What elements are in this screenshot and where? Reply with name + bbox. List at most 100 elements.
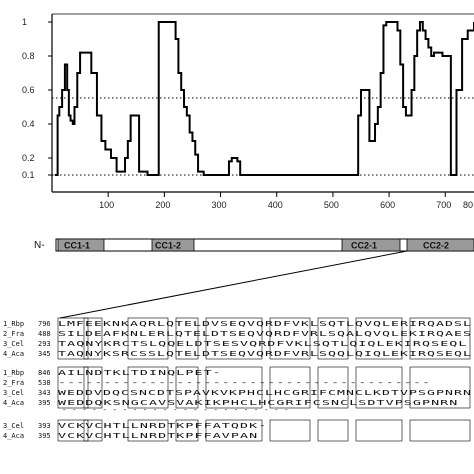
sequence-residues: VCKVCHTLLNRDTKPFFATQDK- [58, 421, 267, 430]
alignment-row: 4_Aca 395 WEDDQKSNGCAVSVAKIKPHCLHCGRIFCSNC… [3, 398, 458, 407]
conserved-residue-box [317, 366, 349, 409]
y-axis-ticks: 1 0.8 0.6 0.4 0.2 0.1 [22, 17, 52, 180]
conserved-residue-box [205, 317, 263, 360]
sequence-start: 846 [38, 369, 51, 377]
domain-box [151, 238, 195, 252]
zoom-connector-line [59, 250, 408, 319]
domain-box [341, 238, 401, 252]
conserved-residue-box [205, 366, 263, 409]
conserved-residue-box [175, 366, 199, 409]
sequence-name: 4_Aca [3, 399, 24, 407]
conserved-residue-box [317, 317, 349, 360]
n-terminus-label: N- [34, 240, 45, 251]
sequence-residues: AILNDTKLTDINQLPET- [58, 368, 222, 377]
conserved-residue-box [317, 419, 349, 442]
conserved-residue-box [57, 317, 89, 360]
alignment-row: 1_Rbp 796 LMFEEKNKAQRLQTELDVSEQVQRDFVKLSQT… [3, 319, 472, 328]
conserved-residue-box [57, 366, 89, 409]
domain-label: CC1-1 [64, 241, 90, 251]
conserved-residue-box [355, 366, 403, 409]
sequence-residues: VCKVCHTLLNRDTKPFFAVPAN [58, 431, 258, 440]
sequence-name: 4_Aca [3, 350, 24, 358]
sequence-start: 395 [38, 432, 51, 440]
conserved-residue-box [355, 317, 403, 360]
conserved-residue-box [269, 317, 311, 360]
x-tick-label: 100 [99, 200, 114, 210]
sequence-name: 2_Fra [3, 330, 24, 338]
coiled-coil-probability-chart: 1 0.8 0.6 0.4 0.2 0.1 100 200 300 400 500 600 700 80 [22, 13, 474, 210]
conserved-residue-box [127, 317, 169, 360]
sequence-name: 4_Aca [3, 432, 24, 440]
sequence-residues: WEDDVDQCSNCDTSPAVKVKPHCLHCGRIFCMNCLKDTVP… [58, 388, 472, 397]
sequence-residues: TAQNYKRCTSLQQELDTSESVQRDFVKLSQTLQIQLEKIR… [58, 339, 468, 348]
conserved-residue-box [57, 419, 89, 442]
sequence-residues: ----------------------------------------… [58, 378, 431, 387]
alignment-block-2: 1_Rbp 846 AILNDTKLTDINQLPET- 2_Fra 538 ------… [3, 366, 472, 409]
domain-box [406, 238, 474, 252]
conserved-residue-box [83, 419, 103, 442]
x-tick-label: 80 [463, 200, 473, 210]
sequence-residues: WEDDQKSNGCAVSVAKIKPHCLHCGRIFCSNCLSDTVPSG… [58, 398, 458, 407]
y-tick-label: 0.4 [22, 119, 35, 129]
conserved-residue-box [205, 419, 263, 442]
y-tick-label: 0.8 [22, 51, 35, 61]
conserved-residue-box [175, 317, 199, 360]
sequence-start: 293 [38, 340, 51, 348]
sequence-start: 345 [38, 350, 51, 358]
conserved-residue-box [127, 366, 169, 409]
sequence-start: 393 [38, 422, 51, 430]
alignment-row: 4_Aca 345 TAQNYKSRCSSLQTELDTSEQVQRDFVRLSQQ… [3, 349, 472, 358]
conserved-residue-box [83, 317, 103, 360]
alignment-row: 3_Cel 343 WEDDVDQCSNCDTSPAVKVKPHCLHCGRIFCM… [3, 388, 472, 397]
domain-cc1-2: CC1-2 [151, 238, 195, 252]
sequence-name: 1_Rbp [3, 369, 24, 377]
sequence-name: 3_Cel [3, 340, 24, 348]
x-tick-label: 400 [268, 200, 283, 210]
alignment-row: 2_Fra 538 --------------------------------… [3, 378, 431, 387]
alignment-row: 3_Cel 393 VCKVCHTLLNRDTKPFFATQDK- [3, 421, 267, 430]
sequence-name: 3_Cel [3, 389, 24, 397]
sequence-start: 538 [38, 379, 51, 387]
sequence-start: 488 [38, 330, 51, 338]
conserved-residue-box [355, 419, 403, 442]
conserved-residue-box [409, 419, 471, 442]
x-tick-label: 700 [436, 200, 451, 210]
domain-label: CC2-1 [351, 241, 377, 251]
alignment-row: 3_Cel 293 TAQNYKRCTSLQQELDTSESVQRDFVKLSQTL… [3, 339, 468, 348]
conserved-residue-box [127, 419, 169, 442]
sequence-residues: LMFEEKNKAQRLQTELDVSEQVQRDFVKLSQTLQVQLERI… [58, 319, 472, 328]
conserved-residue-box [175, 419, 199, 442]
series-line [54, 21, 474, 176]
sequence-residues: SILDEAFKNLERLQTELDTSEQVQRDFVRLSQALQVQLEK… [58, 329, 472, 338]
alignment-row: 4_Aca 395 VCKVCHTLLNRDTKPFFAVPAN [3, 431, 258, 440]
alignment-row: 2_Fra 488 SILDEAFKNLERLQTELDTSEQVQRDFVRLSQ… [3, 329, 472, 338]
sequence-start: 343 [38, 389, 51, 397]
x-tick-label: 600 [380, 200, 395, 210]
domain-map: N- CC1-1 CC1-2 CC2-1 CC2-2 [34, 238, 474, 319]
y-tick-label: 0.1 [22, 170, 35, 180]
alignment-block-3: 3_Cel 393 VCKVCHTLLNRDTKPFFATQDK- 4_Aca 395 V… [3, 419, 471, 442]
conserved-residue-box [409, 317, 471, 360]
probability-series [54, 21, 474, 176]
alignment-row: 1_Rbp 846 AILNDTKLTDINQLPET- [3, 368, 222, 377]
y-tick-label: 1 [22, 17, 27, 27]
alignment-block-1: 1_Rbp 796 LMFEEKNKAQRLQTELDVSEQVQRDFVKLSQT… [3, 317, 472, 360]
sequence-start: 796 [38, 320, 51, 328]
conserved-residue-box [409, 366, 471, 409]
sequence-name: 2_Fra [3, 379, 24, 387]
sequence-alignment: 1_Rbp 796 LMFEEKNKAQRLQTELDVSEQVQRDFVKLSQT… [3, 317, 472, 442]
domain-label: CC1-2 [155, 241, 181, 251]
x-tick-label: 300 [212, 200, 227, 210]
sequence-start: 395 [38, 399, 51, 407]
alignment-ruler: - - - - - - - - - - - - - - - - - - - - … [62, 405, 289, 414]
domain-box [57, 238, 105, 252]
y-tick-label: 0.6 [22, 85, 35, 95]
x-tick-label: 500 [324, 200, 339, 210]
conserved-residue-box [269, 419, 311, 442]
domain-cc2-1: CC2-1 [341, 238, 401, 252]
domain-label: CC2-2 [423, 241, 449, 251]
sequence-name: 1_Rbp [3, 320, 24, 328]
sequence-residues: TAQNYKSRCSSLQTELDTSEQVQRDFVRLSQQLQIQLEKI… [58, 349, 472, 358]
y-tick-label: 0.2 [22, 153, 35, 163]
